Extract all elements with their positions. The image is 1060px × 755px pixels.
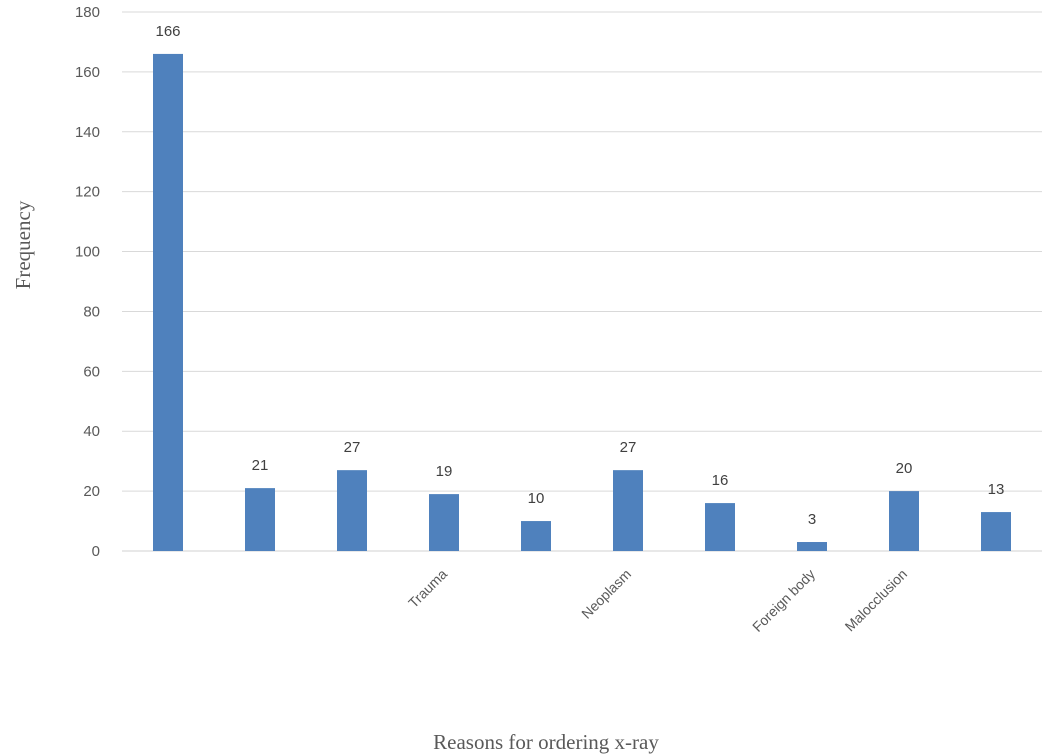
bar <box>337 470 367 551</box>
bar <box>705 503 735 551</box>
y-axis-ticks: 0 20 40 60 80 100 120 140 160 180 <box>75 4 100 560</box>
data-label: 13 <box>988 481 1005 498</box>
data-label: 3 <box>808 511 816 528</box>
bar <box>429 494 459 551</box>
bar <box>613 470 643 551</box>
data-label: 20 <box>896 460 913 477</box>
data-label: 27 <box>344 439 361 456</box>
x-axis-categories: Trauma Neoplasm Foreign body Malocclusion <box>405 566 910 635</box>
y-tick-label: 140 <box>75 124 100 141</box>
data-label: 16 <box>712 472 729 489</box>
bar <box>889 491 919 551</box>
y-tick-label: 60 <box>83 363 100 380</box>
x-category-label: Trauma <box>405 566 450 611</box>
y-tick-label: 80 <box>83 303 100 320</box>
data-label: 10 <box>528 490 545 507</box>
bar <box>981 512 1011 551</box>
y-tick-label: 20 <box>83 483 100 500</box>
y-tick-label: 100 <box>75 244 100 261</box>
bar <box>797 542 827 551</box>
data-label: 166 <box>155 23 180 40</box>
bars <box>153 53 1011 552</box>
x-category-label: Foreign body <box>749 566 818 635</box>
gridlines <box>122 11 1042 552</box>
bar <box>521 521 551 551</box>
y-tick-label: 160 <box>75 64 100 81</box>
y-tick-label: 180 <box>75 4 100 21</box>
y-axis-title: Frequency <box>11 200 35 289</box>
data-labels: 166 21 27 19 10 27 16 3 20 13 <box>155 23 1004 528</box>
bar <box>245 488 275 551</box>
y-tick-label: 0 <box>92 543 100 560</box>
y-tick-label: 40 <box>83 423 100 440</box>
data-label: 19 <box>436 463 453 480</box>
y-tick-label: 120 <box>75 184 100 201</box>
x-category-label: Malocclusion <box>842 566 911 635</box>
bar <box>153 53 183 552</box>
data-label: 27 <box>620 439 637 456</box>
x-axis-title: Reasons for ordering x-ray <box>433 730 659 754</box>
x-category-label: Neoplasm <box>578 566 634 622</box>
data-label: 21 <box>252 457 269 474</box>
